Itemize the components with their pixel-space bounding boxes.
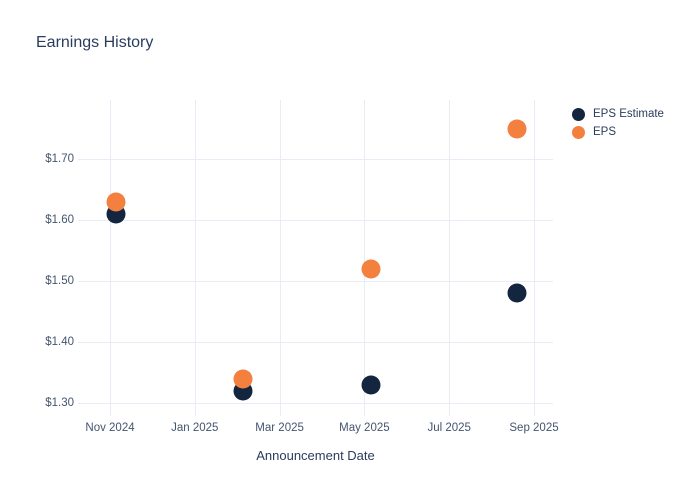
chart-title: Earnings History xyxy=(36,34,154,51)
y-gridline xyxy=(78,281,553,282)
x-gridline xyxy=(534,100,535,416)
x-tick-label: Nov 2024 xyxy=(85,422,135,434)
legend-item-eps[interactable]: EPS xyxy=(572,123,664,141)
legend-item-eps-estimate[interactable]: EPS Estimate xyxy=(572,105,664,123)
x-tick-label: Sep 2025 xyxy=(509,422,559,434)
x-gridline xyxy=(110,100,111,416)
x-gridline xyxy=(195,100,196,416)
legend-label-eps: EPS xyxy=(593,126,617,138)
eps-point[interactable] xyxy=(507,119,527,138)
x-gridline xyxy=(280,100,281,416)
eps-point[interactable] xyxy=(106,192,126,212)
x-tick-label: Jul 2025 xyxy=(427,422,471,434)
legend: EPS Estimate EPS xyxy=(572,105,664,141)
x-tick-label: May 2025 xyxy=(339,422,390,434)
y-tick-label: $1.70 xyxy=(45,153,74,165)
eps-point[interactable] xyxy=(361,259,381,279)
y-gridline xyxy=(78,342,553,343)
y-gridline xyxy=(78,159,553,160)
x-gridline xyxy=(364,100,365,416)
x-axis-title: Announcement Date xyxy=(256,448,375,463)
eps-point[interactable] xyxy=(233,369,253,389)
x-tick-label: Mar 2025 xyxy=(255,422,304,434)
y-tick-label: $1.40 xyxy=(45,336,74,348)
eps-estimate-point[interactable] xyxy=(507,283,527,303)
y-gridline xyxy=(78,403,553,404)
x-tick-label: Jan 2025 xyxy=(171,422,219,434)
y-gridline xyxy=(78,220,553,221)
y-tick-label: $1.30 xyxy=(45,397,74,409)
x-gridline xyxy=(449,100,450,416)
y-tick-label: $1.50 xyxy=(45,275,74,287)
eps-estimate-swatch-icon xyxy=(572,107,585,121)
eps-swatch-icon xyxy=(572,125,585,139)
eps-estimate-point[interactable] xyxy=(361,375,381,395)
legend-label-eps-estimate: EPS Estimate xyxy=(593,108,664,120)
y-tick-label: $1.60 xyxy=(45,214,74,226)
